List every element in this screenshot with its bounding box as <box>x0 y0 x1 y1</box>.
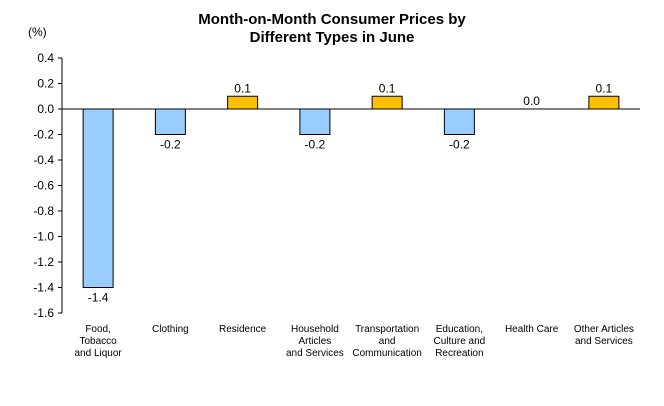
bar <box>227 95 259 110</box>
y-tick-label: -0.6 <box>33 179 54 193</box>
x-category-label: and Services <box>286 348 344 359</box>
bar <box>371 95 403 110</box>
y-tick-label: -0.4 <box>33 153 54 167</box>
x-category-label: and <box>379 336 396 347</box>
y-tick-label: -1.4 <box>33 281 54 295</box>
y-tick-label: -1.0 <box>33 230 54 244</box>
x-category-label: Other Articles <box>574 324 634 335</box>
x-category-label: and Liquor <box>74 348 122 359</box>
x-category-label: Residence <box>219 324 267 335</box>
x-category-label: Education, <box>436 324 483 335</box>
bar <box>443 108 475 135</box>
x-category-label: Articles <box>298 336 331 347</box>
bar-value-label: 0.0 <box>523 94 540 108</box>
x-category-label: Clothing <box>152 324 189 335</box>
x-category-label: Culture and <box>434 336 486 347</box>
y-tick-label: 0.2 <box>37 77 54 91</box>
x-category-label: Health Care <box>505 324 559 335</box>
bar-value-label: -0.2 <box>160 138 181 152</box>
y-tick-label: -1.6 <box>33 306 54 320</box>
bar-value-label: 0.1 <box>596 81 613 95</box>
x-category-label: Tobacco <box>80 336 118 347</box>
bar-value-label: 0.1 <box>234 81 251 95</box>
bar-value-label: -1.4 <box>88 291 109 305</box>
bar-value-label: -0.2 <box>305 138 326 152</box>
bar <box>588 95 620 110</box>
bar-value-label: -0.2 <box>449 138 470 152</box>
y-tick-label: 0.4 <box>37 51 54 65</box>
chart-title-line-1: Month-on-Month Consumer Prices by <box>198 11 466 28</box>
bar <box>154 108 186 135</box>
bar <box>299 108 331 135</box>
x-category-label: and Services <box>575 336 633 347</box>
x-category-label: Household <box>291 324 339 335</box>
y-tick-label: 0.0 <box>37 102 54 116</box>
x-category-label: Food, <box>85 324 111 335</box>
y-axis-unit-label: (%) <box>28 25 47 39</box>
x-category-label: Transportation <box>355 324 419 335</box>
y-tick-label: -1.2 <box>33 255 54 269</box>
chart-title-line-2: Different Types in June <box>249 29 415 46</box>
y-tick-label: -0.2 <box>33 128 54 142</box>
bar <box>82 108 114 288</box>
x-category-label: Recreation <box>435 348 483 359</box>
bar-value-label: 0.1 <box>379 81 396 95</box>
x-category-label: Communication <box>352 348 421 359</box>
y-tick-label: -0.8 <box>33 204 54 218</box>
